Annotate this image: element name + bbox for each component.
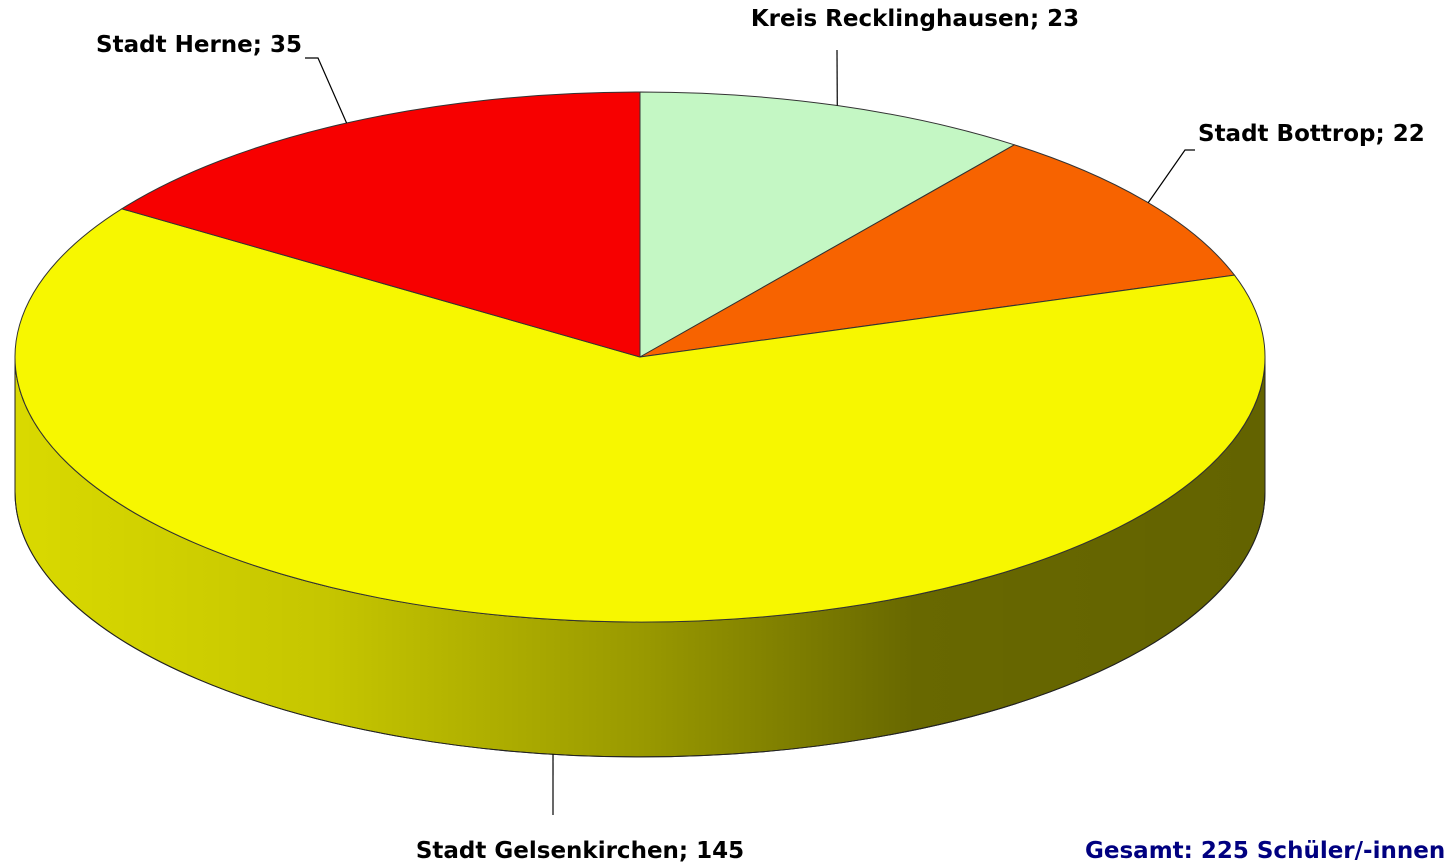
label-value: 145 [696, 838, 744, 864]
data-label: Stadt Herne; 35 [96, 32, 302, 58]
label-category: Stadt Bottrop [1198, 121, 1375, 147]
data-label: Kreis Recklinghausen; 23 [751, 6, 1079, 32]
leader-line [1147, 149, 1195, 204]
label-separator: ; [253, 32, 270, 58]
data-label: Stadt Gelsenkirchen; 145 [416, 838, 744, 864]
label-value: 35 [270, 32, 302, 58]
label-category: Stadt Gelsenkirchen [416, 838, 679, 864]
label-category: Kreis Recklinghausen [751, 6, 1030, 32]
label-separator: ; [679, 838, 696, 864]
data-label: Stadt Bottrop; 22 [1198, 121, 1425, 147]
annotation: Gesamt: 225 Schüler/-innen [1085, 838, 1445, 864]
label-separator: ; [1030, 6, 1047, 32]
slice [639, 144, 1236, 358]
leader-line [305, 57, 348, 124]
slice [120, 91, 641, 358]
label-category: Stadt Herne [96, 32, 253, 58]
label-separator: ; [1375, 121, 1392, 147]
label-value: 22 [1393, 121, 1425, 147]
label-value: 23 [1047, 6, 1079, 32]
slice [14, 208, 1266, 623]
